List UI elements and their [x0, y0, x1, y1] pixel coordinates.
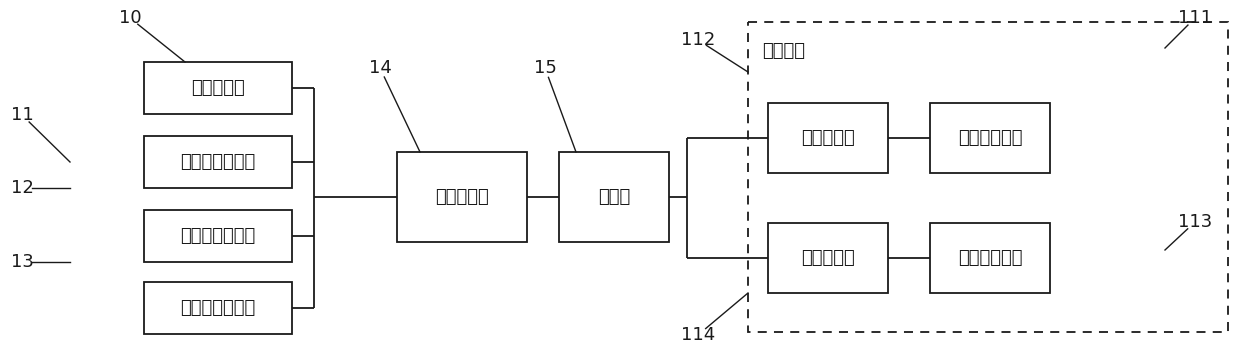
Text: 111: 111 [1178, 9, 1211, 27]
Text: 风机转速传感器: 风机转速传感器 [180, 227, 255, 245]
Bar [930, 103, 1050, 173]
Text: 112: 112 [681, 31, 715, 49]
Bar [748, 22, 1228, 332]
Bar [144, 136, 291, 188]
Text: 数据处理器: 数据处理器 [435, 188, 489, 206]
Text: 液压系统: 液压系统 [763, 42, 805, 60]
Bar [144, 62, 291, 114]
Bar [930, 223, 1050, 293]
Text: 风炮倾角传感器: 风炮倾角传感器 [180, 153, 255, 171]
Text: 15: 15 [533, 59, 557, 77]
Bar [144, 210, 291, 262]
Text: 第二柱塞马达: 第二柱塞马达 [957, 249, 1022, 267]
Text: 第二柱塞泵: 第二柱塞泵 [801, 249, 854, 267]
Bar [397, 152, 527, 242]
Bar [559, 152, 670, 242]
Text: 第一柱塞泵: 第一柱塞泵 [801, 129, 854, 147]
Text: 10: 10 [119, 9, 141, 27]
Text: 水泵转速传感器: 水泵转速传感器 [180, 299, 255, 317]
Text: 14: 14 [368, 59, 392, 77]
Bar [768, 103, 888, 173]
Text: 第一柱塞马达: 第一柱塞马达 [957, 129, 1022, 147]
Text: 113: 113 [1178, 213, 1213, 231]
Text: 11: 11 [11, 106, 33, 124]
Text: 13: 13 [11, 253, 33, 271]
Text: 12: 12 [11, 179, 33, 197]
Text: 激光粉尘仪: 激光粉尘仪 [191, 79, 244, 97]
Bar [768, 223, 888, 293]
Text: 控制器: 控制器 [598, 188, 630, 206]
Text: 114: 114 [681, 326, 715, 344]
Bar [144, 282, 291, 334]
